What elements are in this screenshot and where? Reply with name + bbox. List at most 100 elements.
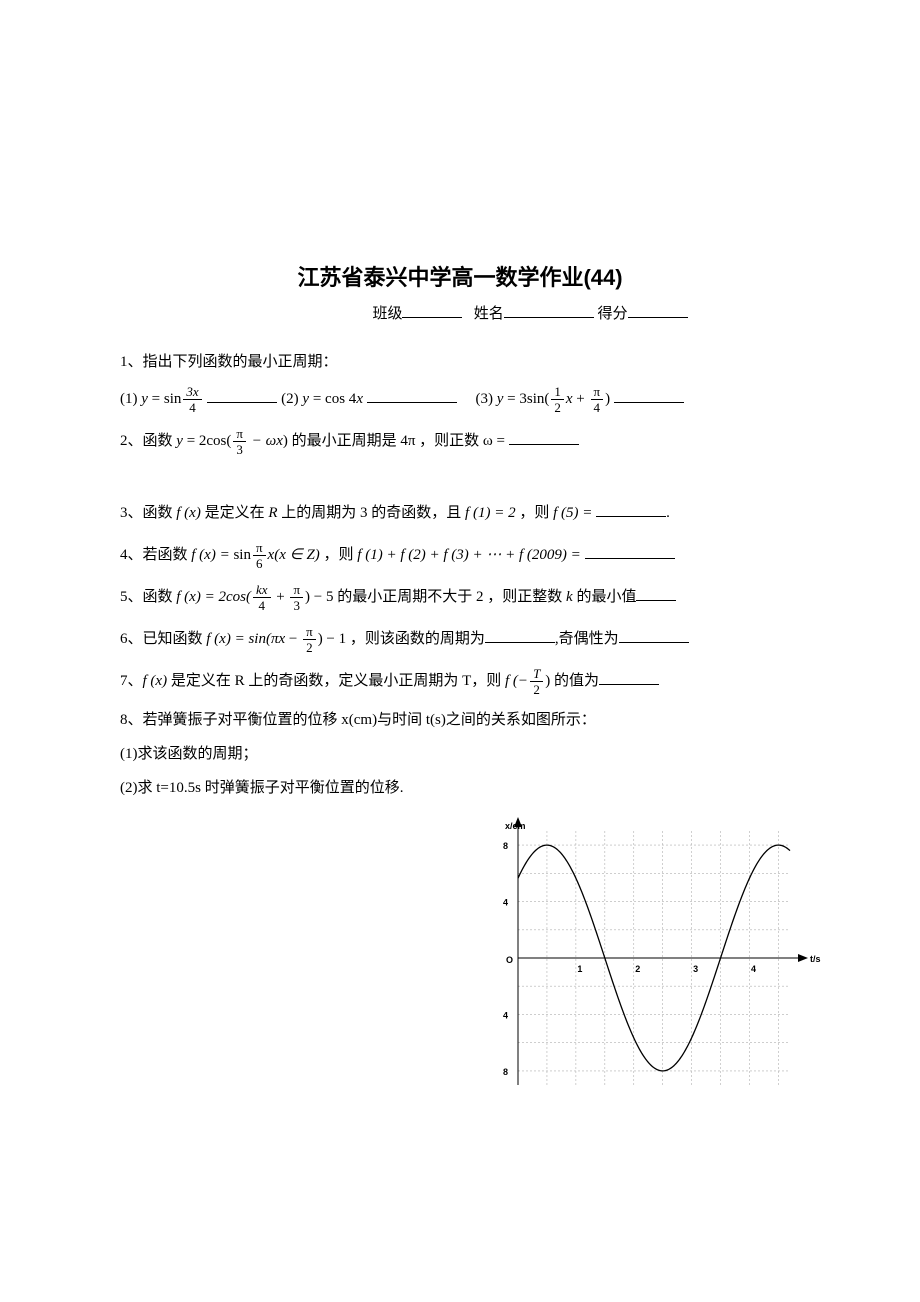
q2-num: π — [233, 427, 246, 442]
q8-line3: (2)求 t=10.5s 时弹簧振子对平衡位置的位移. — [120, 773, 800, 803]
q3-mid1: 是定义在 — [201, 505, 269, 521]
q1p1-num: 3x — [183, 385, 201, 400]
q7-den: 2 — [530, 682, 543, 696]
q5-k: k — [566, 589, 573, 605]
q5-frac2: π3 — [290, 583, 303, 612]
q1p2-eq: = cos 4 — [309, 391, 356, 407]
q2-y: y — [176, 433, 183, 449]
q4-sum: f (1) + f (2) + f (3) + ⋯ + f (2009) = — [357, 547, 584, 563]
q2-eq2: − ω — [248, 433, 276, 449]
q3: 3、函数 f (x) 是定义在 R 上的周期为 3 的奇函数，且 f (1) =… — [120, 495, 800, 531]
q4-mid: ，则 — [320, 547, 358, 563]
chart-container: x/cmt/sO12344848 — [480, 813, 800, 1108]
q3-f5: f (5) = — [553, 505, 596, 521]
q5-plus: + — [273, 589, 289, 605]
q5-frac1: kx4 — [253, 583, 271, 612]
q5-d2: 3 — [290, 598, 303, 612]
q5: 5、函数 f (x) = 2cos(kx4 + π3) − 5 的最小正周期不大… — [120, 579, 800, 615]
q3-f1: f (1) = 2 — [465, 505, 516, 521]
q7-pre: 7、 — [120, 673, 143, 689]
q1p1-blank — [207, 387, 277, 403]
q8-line2: (1)求该函数的周期； — [120, 739, 800, 769]
svg-text:3: 3 — [693, 964, 698, 974]
q1p3-eq: = 3sin( — [503, 391, 549, 407]
q1p2-x: x — [356, 391, 363, 407]
svg-text:x/cm: x/cm — [505, 821, 526, 831]
q1-prompt: 1、指出下列函数的最小正周期： — [120, 347, 800, 377]
class-label: 班级 — [372, 306, 402, 322]
q1p3-frac1: 12 — [551, 385, 564, 414]
displacement-chart: x/cmt/sO12344848 — [480, 813, 830, 1103]
svg-text:1: 1 — [577, 964, 582, 974]
q6-pre: 6、已知函数 — [120, 631, 206, 647]
q7-tail: 的值为 — [550, 673, 599, 689]
header-line: 班级 姓名 得分 — [120, 302, 800, 323]
q5-eq: ) − 5 — [305, 589, 333, 605]
q6-mid2: ,奇偶性为 — [555, 631, 619, 647]
q7-num: T — [530, 667, 543, 682]
q1p3-pre: (3) — [475, 391, 496, 407]
q1p3-plus: + — [573, 391, 589, 407]
q8-line1: 8、若弹簧振子对平衡位置的位移 x(cm)与时间 t(s)之间的关系如图所示： — [120, 705, 800, 735]
q1p1-den: 4 — [183, 400, 201, 414]
q3-dot: . — [666, 505, 670, 521]
q3-mid2: 上的周期为 3 的奇函数，且 — [278, 505, 466, 521]
q2-pre: 2、函数 — [120, 433, 176, 449]
q6-eq: ) − 1 — [318, 631, 346, 647]
q2-frac: π3 — [233, 427, 246, 456]
name-blank — [504, 302, 594, 318]
q6-den: 2 — [303, 640, 316, 654]
q4-sin: sin — [233, 547, 251, 563]
score-label: 得分 — [598, 306, 628, 322]
q7-f: f (− — [505, 673, 528, 689]
q1p3-d1: 2 — [551, 400, 564, 414]
q1p3-x: x — [566, 391, 573, 407]
q3-fx: f (x) — [176, 505, 201, 521]
q6-mid: ，则该函数的周期为 — [346, 631, 485, 647]
q4-num: π — [253, 541, 266, 556]
name-label: 姓名 — [474, 306, 504, 322]
q6-minus: − — [285, 631, 301, 647]
q4-blank — [585, 543, 675, 559]
q4-pre: 4、若函数 — [120, 547, 191, 563]
svg-text:8: 8 — [503, 1067, 508, 1077]
q1p3-blank — [614, 387, 684, 403]
q5-n2: π — [290, 583, 303, 598]
q5-n1: kx — [253, 583, 271, 598]
q4-frac: π6 — [253, 541, 266, 570]
q7-blank — [599, 669, 659, 685]
q2-den: 3 — [233, 442, 246, 456]
q6-blank1 — [485, 627, 555, 643]
q1p1-y: y — [141, 391, 148, 407]
q1p1-pre: (1) — [120, 391, 141, 407]
q2: 2、函数 y = 2cos(π3 − ωx) 的最小正周期是 4π ，则正数 ω… — [120, 423, 800, 459]
q1p1-frac: 3x4 — [183, 385, 201, 414]
q5-tail2: 的最小值 — [573, 589, 637, 605]
q6-fx: f (x) = sin(π — [206, 631, 278, 647]
q5-blank — [636, 585, 676, 601]
svg-text:t/s: t/s — [810, 954, 821, 964]
q6-blank2 — [619, 627, 689, 643]
svg-text:8: 8 — [503, 841, 508, 851]
q2-eq3: ) 的最小正周期是 4π ，则正数 ω = — [283, 433, 509, 449]
q1p3-close: ) — [605, 391, 610, 407]
q3-blank — [596, 501, 666, 517]
q2-eq1: = 2cos( — [183, 433, 231, 449]
q1-parts: (1) y = sin3x4 (2) y = cos 4x (3) y = 3s… — [120, 381, 800, 417]
svg-text:4: 4 — [751, 964, 756, 974]
q2-x: x — [276, 433, 283, 449]
svg-text:2: 2 — [635, 964, 640, 974]
q7-frac: T2 — [530, 667, 543, 696]
page-title: 江苏省泰兴中学高一数学作业(44) — [120, 260, 800, 292]
q4-den: 6 — [253, 556, 266, 570]
q4-fx: f (x) = — [191, 547, 233, 563]
q1p2-blank — [367, 387, 457, 403]
q6: 6、已知函数 f (x) = sin(πx − π2) − 1 ，则该函数的周期… — [120, 621, 800, 657]
score-blank — [628, 302, 688, 318]
svg-text:4: 4 — [503, 1010, 508, 1020]
q6-frac: π2 — [303, 625, 316, 654]
q5-tail: 的最小正周期不大于 2 ，则正整数 — [334, 589, 567, 605]
q6-num: π — [303, 625, 316, 640]
q3-mid3: ，则 — [516, 505, 554, 521]
q3-R: R — [268, 505, 277, 521]
